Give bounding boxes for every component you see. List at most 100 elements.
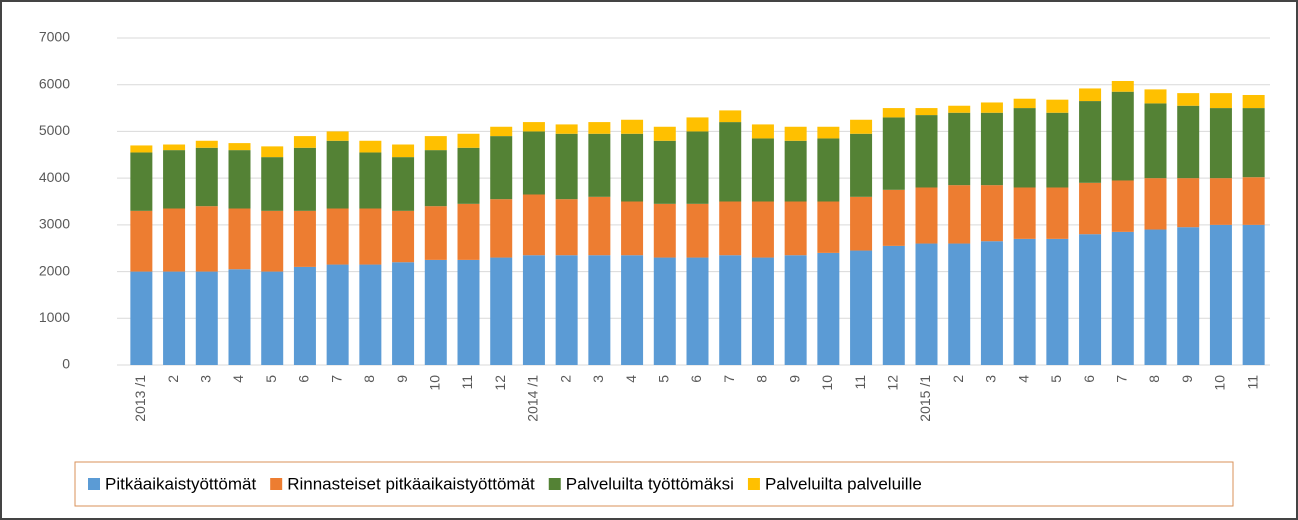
y-tick-label: 4000 [39, 169, 70, 185]
bar-segment [457, 133, 480, 148]
bar-segment [457, 147, 480, 204]
bar-segment [490, 257, 513, 365]
x-tick-label: 8 [1146, 375, 1162, 383]
bar-segment [1013, 187, 1036, 239]
bar-segment [1079, 182, 1102, 235]
bar-segment [1013, 238, 1036, 365]
bar-segment [359, 140, 382, 153]
bar-segment [621, 255, 644, 365]
x-tick-label: 6 [1081, 375, 1097, 383]
bar-segment [424, 259, 447, 365]
bar-segment [915, 187, 938, 244]
bar-segment [882, 189, 905, 246]
bar-segment [1079, 234, 1102, 365]
x-tick-label: 2 [165, 375, 181, 383]
bar-segment [653, 257, 676, 365]
bar-segment [719, 110, 742, 123]
bar-segment [490, 126, 513, 137]
y-tick-label: 3000 [39, 216, 70, 232]
bar-segment [850, 133, 873, 197]
bar-segment [948, 243, 971, 365]
bar-segment [555, 124, 578, 134]
x-tick-label: 3 [590, 375, 606, 383]
bar-segment [1046, 238, 1069, 365]
bar-segment [392, 144, 415, 158]
bar-segment [424, 150, 447, 207]
bar-segment [751, 201, 774, 258]
y-tick-label: 7000 [39, 29, 70, 45]
bar-segment [130, 271, 153, 365]
bar-segment [817, 126, 840, 139]
x-tick-label: 12 [884, 375, 900, 391]
bar-segment [326, 140, 349, 209]
bar-segment [621, 119, 644, 134]
bar-segment [293, 147, 316, 211]
x-tick-label: 4 [623, 375, 639, 383]
bar-segment [980, 102, 1003, 113]
bar-segment [817, 138, 840, 202]
bar-segment [1177, 227, 1200, 365]
bar-segment [1209, 93, 1232, 109]
bar-segment [784, 126, 807, 141]
bar-segment [1177, 178, 1200, 228]
bar-segment [457, 259, 480, 365]
x-tick-label: 8 [361, 375, 377, 383]
bar-segment [490, 199, 513, 258]
bar-segment [522, 122, 545, 132]
bar-segment [784, 140, 807, 202]
bar-segment [588, 196, 611, 256]
x-tick-label: 10 [426, 375, 442, 391]
bar-segment [915, 243, 938, 365]
bar-segment [1111, 80, 1134, 92]
bar-segment [719, 201, 742, 256]
bar-segment [555, 199, 578, 256]
x-tick-label: 7 [328, 375, 344, 383]
legend-label: Rinnasteiset pitkäaikaistyöttömät [287, 474, 535, 493]
bar-segment [1242, 108, 1265, 178]
bar-segment [653, 126, 676, 141]
bar-segment [261, 210, 284, 272]
bar-segment [228, 269, 251, 365]
bar-segment [392, 157, 415, 211]
bar-segment [686, 203, 709, 258]
bar-segment [1013, 98, 1036, 109]
bar-segment [130, 145, 153, 153]
bar-segment [915, 108, 938, 116]
legend-swatch [548, 478, 561, 490]
bar-segment [163, 208, 186, 272]
x-tick-label: 9 [1179, 375, 1195, 383]
x-tick-label: 11 [852, 375, 868, 390]
bar-segment [1013, 108, 1036, 188]
bar-segment [850, 250, 873, 365]
bar-segment [130, 210, 153, 272]
x-tick-label: 2 [950, 375, 966, 383]
bar-segment [817, 201, 840, 253]
bar-segment [948, 105, 971, 113]
bar-segment [359, 208, 382, 265]
bar-segment [751, 138, 774, 202]
x-tick-label: 4 [230, 375, 246, 383]
bar-segment [1046, 112, 1069, 188]
bar-segment [392, 210, 415, 263]
bar-segment [522, 131, 545, 195]
x-tick-label: 9 [786, 375, 802, 383]
y-tick-label: 0 [62, 356, 70, 372]
bar-segment [261, 157, 284, 211]
legend-label: Palveluilta työttömäksi [566, 474, 734, 493]
x-tick-label: 11 [459, 375, 475, 390]
legend-swatch [270, 478, 283, 490]
bar-segment [195, 206, 218, 272]
bar-segment [588, 133, 611, 197]
bar-segment [1209, 178, 1232, 225]
legend-swatch [747, 478, 760, 490]
bar-segment [686, 257, 709, 365]
bar-segment [1209, 224, 1232, 365]
bar-segment [326, 131, 349, 141]
x-tick-label: 12 [492, 375, 508, 391]
x-tick-label: 7 [1113, 375, 1129, 383]
bar-segment [1242, 94, 1265, 109]
x-tick-label: 6 [296, 375, 312, 383]
bar-segment [686, 131, 709, 204]
